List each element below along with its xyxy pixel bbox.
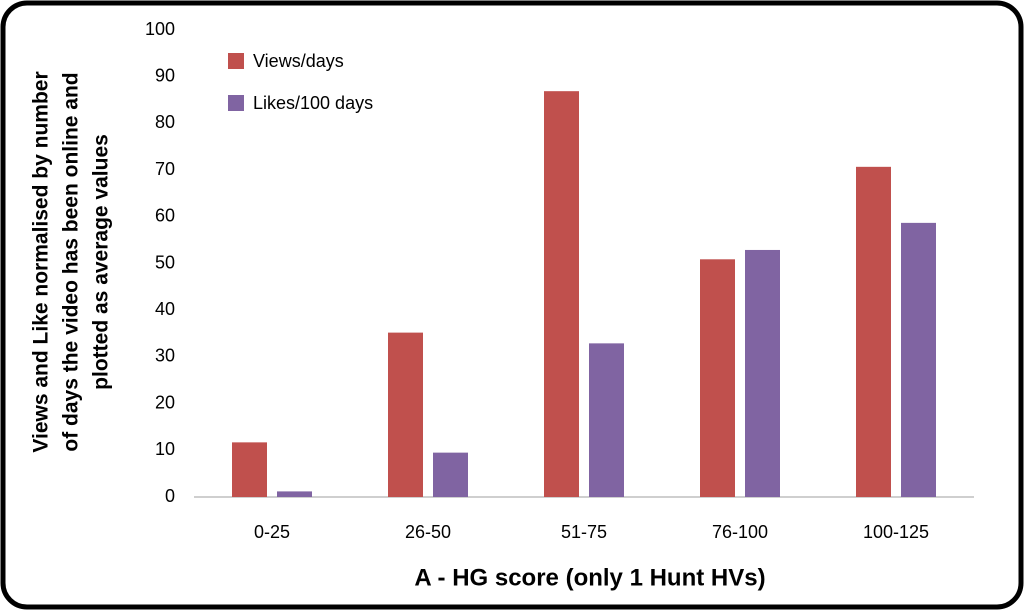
bar [232, 442, 267, 497]
legend-swatch [228, 95, 244, 111]
bar [745, 249, 780, 497]
x-tick-label: 0-25 [254, 522, 290, 542]
legend-label: Views/days [253, 51, 344, 71]
x-tick-label: 51-75 [561, 522, 607, 542]
legend-label: Likes/100 days [253, 93, 373, 113]
y-tick-label: 50 [155, 252, 175, 272]
y-tick-label: 80 [155, 112, 175, 132]
bar [433, 452, 468, 497]
x-tick-label: 76-100 [712, 522, 768, 542]
legend-swatch [228, 53, 244, 69]
y-axis-title: Views and Like normalised by number of d… [30, 71, 113, 452]
bar [388, 332, 423, 497]
y-axis-title-line: of days the video has been online and [60, 72, 83, 451]
x-tick-label: 26-50 [405, 522, 451, 542]
y-tick-label: 10 [155, 439, 175, 459]
y-tick-label: 40 [155, 299, 175, 319]
x-tick-label: 100-125 [863, 522, 929, 542]
bar [589, 343, 624, 497]
y-axis-title-line: plotted as average values [90, 134, 113, 390]
y-tick-label: 0 [165, 486, 175, 506]
y-tick-label: 90 [155, 65, 175, 85]
bar [700, 259, 735, 497]
bar [544, 91, 579, 497]
x-axis-title: A - HG score (only 1 Hunt HVs) [414, 564, 765, 591]
y-tick-label: 60 [155, 206, 175, 226]
y-tick-label: 20 [155, 392, 175, 412]
y-tick-label: 100 [145, 19, 175, 39]
y-tick-label: 30 [155, 346, 175, 366]
y-tick-label: 70 [155, 159, 175, 179]
bar [901, 222, 936, 497]
y-axis-title-line: Views and Like normalised by number [30, 71, 53, 452]
bar [856, 166, 891, 497]
bar [277, 491, 312, 497]
